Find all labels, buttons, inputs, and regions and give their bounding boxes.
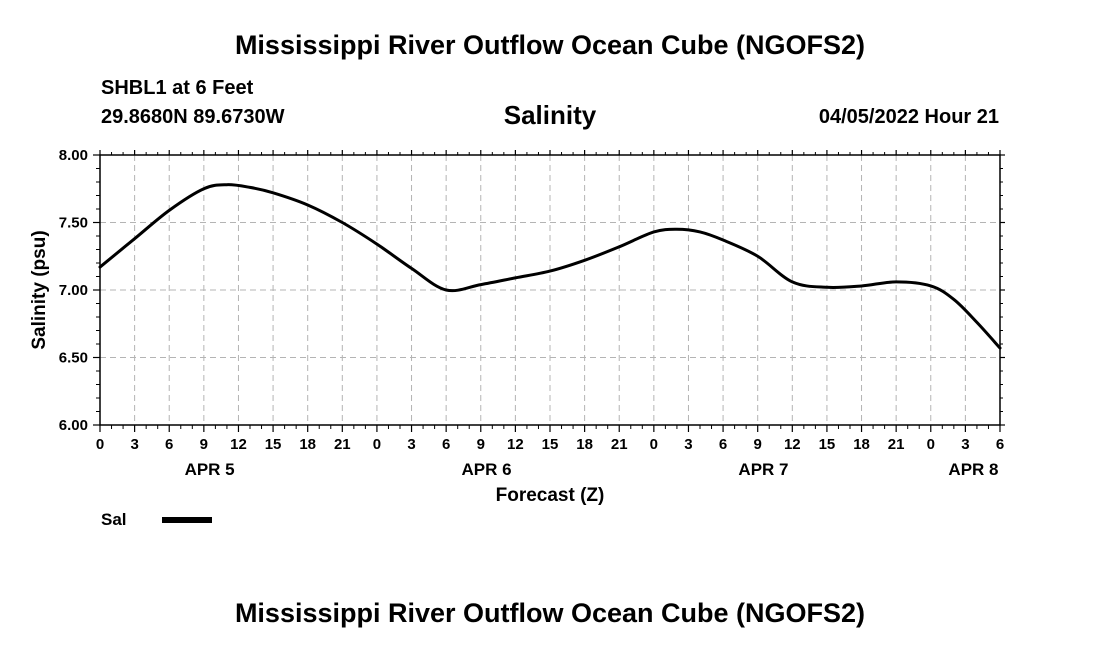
x-tick-label: 21 (611, 436, 628, 453)
y-axis-title: Salinity (psu) (29, 230, 50, 349)
footer-title: Mississippi River Outflow Ocean Cube (NG… (234, 598, 866, 628)
x-tick-label: 15 (819, 436, 836, 453)
y-tick-label: 8.00 (59, 147, 88, 164)
coordinates-label: 29.8680N 89.6730W (101, 106, 285, 128)
y-tick-label: 6.50 (59, 350, 88, 367)
x-tick-label: 3 (130, 436, 138, 453)
station-label: SHBL1 at 6 Feet (101, 77, 254, 99)
chart-subtitle: Salinity (503, 100, 597, 130)
x-tick-label: 3 (684, 436, 692, 453)
x-tick-label: 18 (853, 436, 870, 453)
x-axis-title: Forecast (Z) (496, 485, 605, 506)
x-tick-label: 12 (507, 436, 524, 453)
x-tick-label: 15 (265, 436, 282, 453)
x-tick-label: 3 (407, 436, 415, 453)
x-tick-label: 15 (542, 436, 559, 453)
legend-label: Sal (101, 510, 127, 529)
x-tick-label: 0 (373, 436, 381, 453)
x-tick-label: 21 (334, 436, 351, 453)
y-tick-label: 6.00 (59, 417, 88, 434)
y-tick-label: 7.50 (59, 215, 88, 232)
x-tick-label: 12 (230, 436, 247, 453)
x-tick-label: 0 (650, 436, 658, 453)
x-tick-label: 9 (200, 436, 208, 453)
salinity-series-line (98, 183, 1002, 350)
x-tick-label: 9 (477, 436, 485, 453)
x-tick-label: 6 (165, 436, 173, 453)
x-tick-label: 0 (927, 436, 935, 453)
x-tick-label: 21 (888, 436, 905, 453)
x-tick-label: 6 (719, 436, 727, 453)
x-tick-label: 0 (96, 436, 104, 453)
x-day-label: APR 5 (185, 460, 235, 479)
x-day-label: APR 6 (461, 460, 511, 479)
x-day-label: APR 8 (948, 460, 998, 479)
x-tick-label: 9 (754, 436, 762, 453)
x-tick-label: 3 (961, 436, 969, 453)
x-tick-label: 18 (576, 436, 593, 453)
x-tick-label: 6 (996, 436, 1004, 453)
y-tick-label: 7.00 (59, 282, 88, 299)
x-tick-label: 6 (442, 436, 450, 453)
timestamp-label: 04/05/2022 Hour 21 (818, 106, 999, 128)
x-tick-label: 12 (784, 436, 801, 453)
x-tick-label: 18 (299, 436, 316, 453)
legend-line-swatch (162, 517, 212, 523)
x-day-label: APR 7 (738, 460, 788, 479)
plot-frame (99, 154, 1001, 426)
chart-title: Mississippi River Outflow Ocean Cube (NG… (234, 30, 866, 60)
